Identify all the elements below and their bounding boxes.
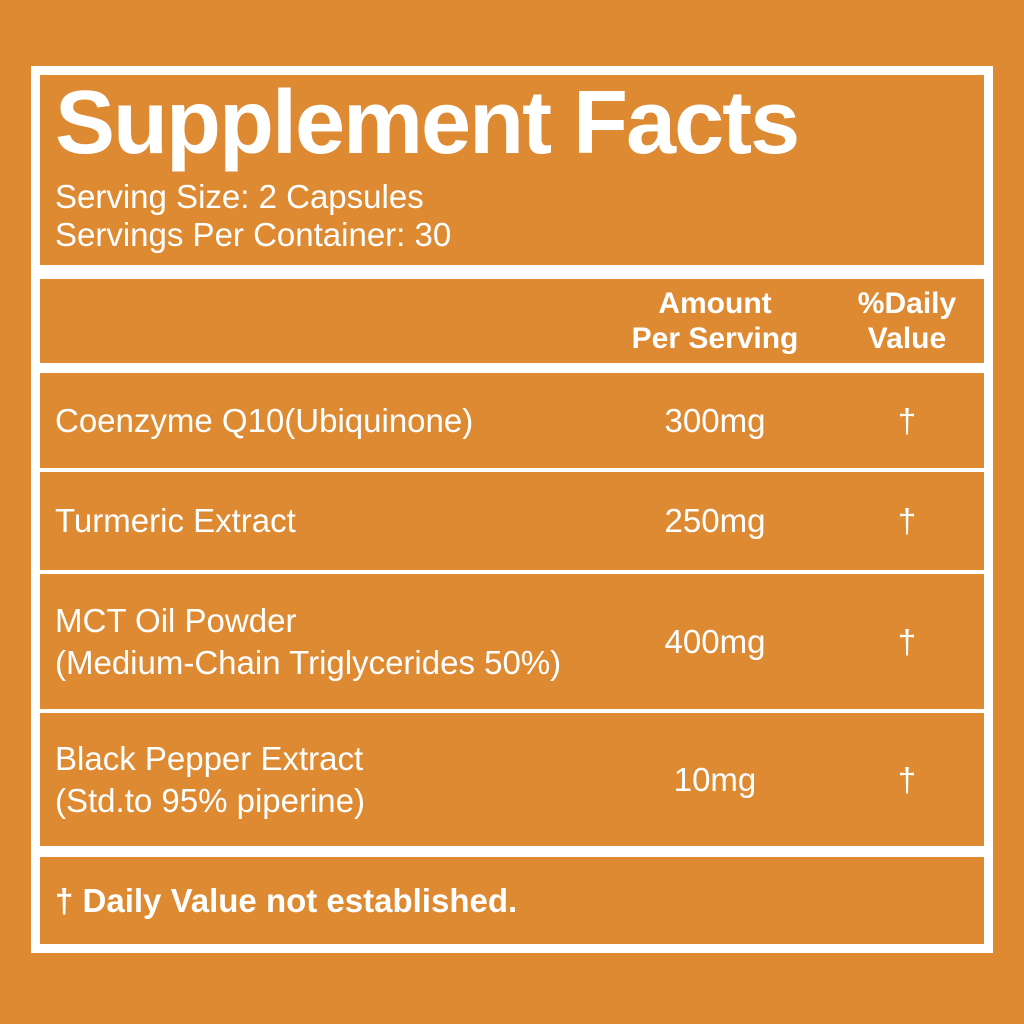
column-header-amount-line2: Per Serving: [631, 322, 799, 355]
serving-size: Serving Size: 2 Capsules: [55, 178, 424, 215]
column-header-dv-line2: Value: [867, 322, 947, 355]
ingredient-dv dagger-symbol: †: [897, 760, 917, 798]
ingredient-name-line1: Black Pepper Extract: [55, 739, 364, 777]
ingredient-dv dagger-symbol: †: [897, 622, 917, 660]
ingredient-dv dagger-symbol: †: [897, 502, 917, 539]
title-block: Supplement Facts Serving Size: 2 Capsule…: [40, 75, 984, 265]
column-header-amount: Amount Per Serving: [600, 286, 830, 356]
supplement-facts-panel: Supplement Facts Serving Size: 2 Capsule…: [31, 66, 993, 953]
footnote-text: † Daily Value not established.: [55, 881, 518, 919]
ingredient-name: Turmeric Extract: [40, 500, 600, 542]
ingredient-amount: 400mg: [664, 622, 766, 660]
ingredient-name-line2: (Std.to 95% piperine): [55, 781, 366, 819]
ingredient-name-line1: Coenzyme Q10(Ubiquinone): [55, 401, 474, 439]
column-header-amount-line1: Amount: [658, 287, 772, 320]
footnote: † Daily Value not established.: [40, 857, 984, 944]
panel-title: Supplement Facts: [55, 73, 800, 173]
ingredient-name: Coenzyme Q10(Ubiquinone): [40, 400, 600, 442]
column-header-row: Amount Per Serving %Daily Value: [40, 279, 984, 363]
ingredient-amount: 300mg: [664, 401, 766, 439]
table-row: Black Pepper Extract (Std.to 95% piperin…: [40, 713, 984, 846]
ingredient-name-line2: (Medium-Chain Triglycerides 50%): [55, 643, 562, 681]
ingredient-dv dagger-symbol: †: [897, 401, 917, 439]
ingredient-name-line1: Turmeric Extract: [55, 502, 296, 539]
ingredient-name-line1: MCT Oil Powder: [55, 601, 297, 639]
column-header-dv: %Daily Value: [830, 286, 984, 356]
servings-per-container: Servings Per Container: 30: [55, 216, 452, 253]
ingredient-name: MCT Oil Powder (Medium-Chain Triglycerid…: [40, 600, 600, 684]
ingredient-amount: 10mg: [673, 760, 757, 798]
ingredient-name: Black Pepper Extract (Std.to 95% piperin…: [40, 738, 600, 822]
table-row: Coenzyme Q10(Ubiquinone) 300mg †: [40, 373, 984, 468]
table-row: Turmeric Extract 250mg †: [40, 472, 984, 570]
column-header-dv-line1: %Daily: [857, 287, 957, 320]
table-row: MCT Oil Powder (Medium-Chain Triglycerid…: [40, 574, 984, 709]
ingredient-amount: 250mg: [664, 502, 766, 539]
